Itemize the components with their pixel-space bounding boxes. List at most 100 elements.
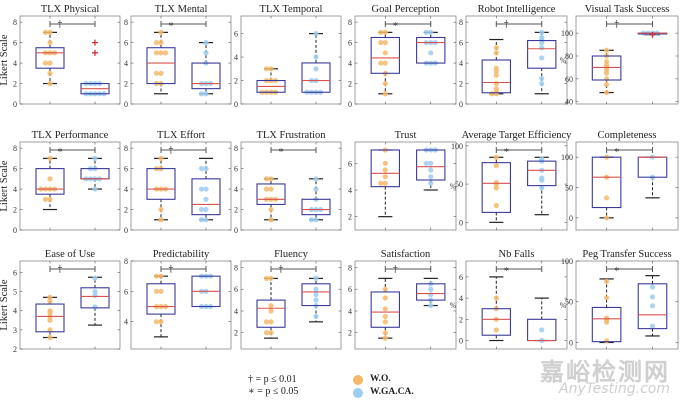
legend-wgaca-swatch: [353, 388, 363, 398]
panel-trust: Trust 2 4 6: [348, 130, 457, 231]
data-point: [158, 70, 164, 76]
panel-tlx-effort: TLX Effort 0 2 4 6 8 †: [124, 130, 232, 235]
data-point: [158, 29, 164, 35]
panel-frame: [19, 141, 121, 231]
legend: † = p ≤ 0.01 ∗ = p ≤ 0.05 W.O. W.GA.CA.: [248, 374, 488, 400]
y-tick-label: 4: [348, 186, 352, 195]
data-point: [382, 174, 388, 180]
data-point: [263, 319, 270, 325]
y-tick-label: 2: [234, 206, 238, 215]
y-tick-label: 50: [455, 180, 463, 189]
data-point: [268, 319, 274, 325]
panel-completeness: Completeness 0 50 100 ∗: [561, 130, 679, 231]
box: [416, 283, 446, 301]
data-point: [382, 313, 388, 320]
group-wgaca: [191, 157, 221, 223]
box: [527, 40, 557, 69]
y-tick-label: 0: [124, 100, 128, 109]
data-point: [493, 86, 499, 92]
panel-predictability: Predictability 4 6 8 †: [124, 249, 232, 350]
panel-peg-transfer-success: Peg Transfer Success 0 50 100% ∗: [560, 249, 679, 350]
panel-title: Goal Perception: [372, 4, 441, 15]
y-tick-label: 2: [124, 80, 128, 89]
significance-bar: [384, 266, 432, 272]
data-point: [604, 89, 610, 96]
data-point: [198, 217, 205, 223]
data-point: [268, 206, 274, 213]
y-tick-label: 0: [234, 100, 238, 109]
data-point: [263, 330, 270, 336]
panel-title: Average Target Efficiency: [462, 130, 573, 141]
data-point: [42, 29, 49, 35]
data-point: [263, 275, 270, 281]
box: [370, 291, 400, 328]
y-tick-label: 6: [459, 39, 463, 48]
group-wo: [370, 147, 400, 218]
panel-tlx-mental: TLX Mental 0 2 4 6 8 ∗: [124, 4, 232, 109]
data-point: [378, 180, 384, 186]
group-wo: [481, 276, 511, 342]
y-tick-label: 6: [124, 39, 128, 48]
data-point: [203, 217, 209, 223]
data-point: [428, 50, 434, 56]
y-tick-label: 4: [348, 307, 352, 316]
significance-marker: †: [393, 265, 398, 275]
significance-bar: [49, 21, 96, 27]
y-tick-label: 100: [561, 29, 573, 38]
data-point: [162, 50, 169, 56]
significance-marker: ∗: [503, 146, 509, 156]
y-tick-label: 4: [13, 185, 17, 194]
y-tick-label: 8: [459, 18, 463, 27]
data-point: [604, 315, 610, 321]
legend-wgaca-label: W.GA.CA.: [370, 387, 414, 397]
group-wo: [591, 154, 622, 221]
y-axis-label: Likert Scale: [0, 34, 10, 85]
data-point: [539, 185, 545, 191]
data-point: [382, 330, 388, 336]
panel-frame: [240, 260, 342, 350]
group-wgaca: [80, 155, 110, 192]
panel-tlx-frustration: TLX Frustration 0 2 4 6 8 ∗: [234, 130, 342, 235]
group-wgaca: [637, 30, 668, 38]
panel-frame: [575, 141, 679, 231]
y-axis-label: %: [450, 182, 457, 191]
significance-bar: [49, 266, 96, 272]
legend-star-note: ∗ = p ≤ 0.05: [248, 386, 299, 397]
data-point: [428, 174, 434, 180]
legend-dagger-note: † = p ≤ 0.01: [248, 374, 297, 385]
group-wgaca: [416, 147, 446, 191]
box: [80, 287, 110, 309]
data-point: [158, 50, 164, 56]
y-axis-label: %: [560, 56, 567, 65]
y-tick-label: 8: [234, 264, 238, 273]
data-point: [604, 338, 610, 344]
data-point: [382, 306, 388, 312]
y-tick-label: 6: [13, 268, 17, 277]
legend-wo-label: W.O.: [370, 374, 391, 384]
y-tick-label: 100: [561, 153, 573, 162]
y-tick-label: 4: [234, 185, 238, 194]
data-point: [382, 40, 388, 46]
outlier-marker: [92, 49, 98, 56]
significance-bar: [495, 21, 543, 27]
significance-bar: [49, 147, 96, 153]
data-point: [539, 55, 545, 61]
box: [301, 283, 331, 307]
significance-bar: [495, 266, 543, 272]
y-tick-label: 100: [451, 142, 463, 151]
panel-fluency: Fluency 2 4 6 8 †: [234, 249, 342, 350]
panel-frame: [19, 260, 121, 350]
y-tick-label: 2: [348, 80, 352, 89]
panel-title: Satisfaction: [381, 249, 431, 260]
group-wo: [481, 154, 511, 223]
y-tick-label: 6: [124, 287, 128, 296]
data-point: [268, 66, 274, 72]
group-wgaca: [527, 29, 557, 95]
panel-title: TLX Temporal: [260, 4, 323, 15]
data-point: [42, 196, 49, 202]
y-tick-label: 6: [348, 39, 352, 48]
data-point: [493, 327, 499, 333]
data-point: [382, 286, 388, 292]
data-point: [263, 186, 270, 192]
y-tick-label: 6: [234, 165, 238, 174]
